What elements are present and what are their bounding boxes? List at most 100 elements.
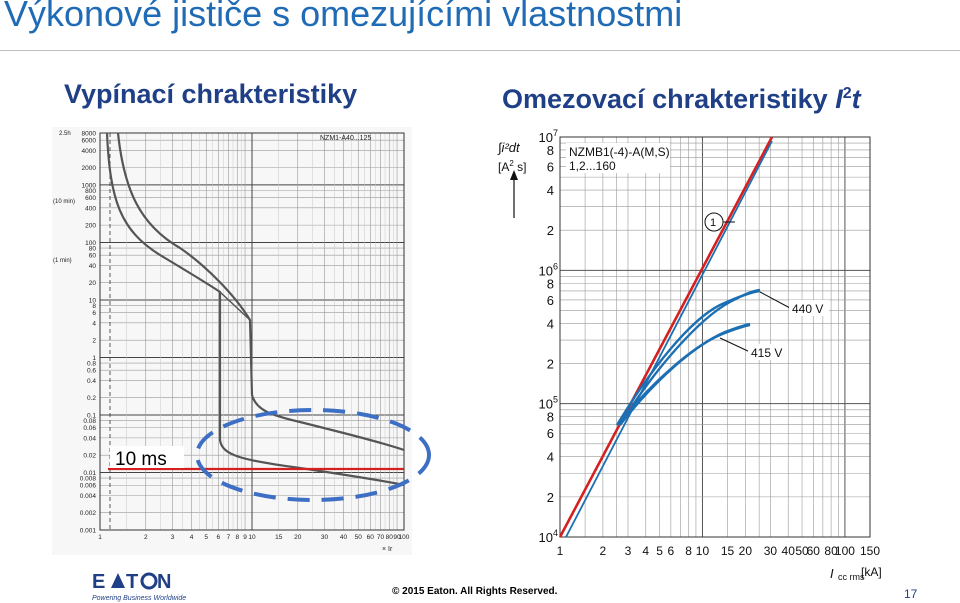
right-chart-x-unit: [kA]: [861, 565, 882, 579]
right-y-tick: 2: [547, 490, 554, 505]
right-y-tick: 6: [547, 426, 554, 441]
right-x-tick: 8: [685, 544, 692, 558]
left-y-tick: 4000: [82, 148, 97, 155]
right-x-tick: 2: [600, 544, 607, 558]
right-y-tick: 6: [547, 160, 554, 175]
right-y-tick: 107: [539, 128, 558, 145]
right-y-tick: 2: [547, 357, 554, 372]
left-chart-label-1min: (1 min): [53, 258, 72, 264]
right-chart-y-unit: [A: [498, 160, 509, 174]
left-y-tick: 0.006: [80, 483, 97, 490]
left-chart-background: [52, 127, 412, 555]
right-y-tick: 4: [547, 183, 554, 198]
right-y-tick: 4: [547, 450, 554, 465]
marker-circle-label: 1: [710, 217, 716, 229]
right-x-tick: 6: [668, 544, 675, 558]
eaton-logo-t: T: [126, 571, 138, 593]
right-y-tick: 104: [539, 528, 558, 545]
unlimited-energy-line-blue: [565, 140, 773, 538]
left-y-tick: 80: [89, 246, 97, 253]
right-chart-y-label-1: ∫i²dt: [497, 140, 521, 155]
right-y-tick: 8: [547, 276, 554, 291]
left-x-tick: 40: [340, 534, 348, 541]
right-subtitle-text: Omezovací chrakteristiky: [502, 84, 836, 114]
left-y-tick: 0.01: [83, 470, 96, 477]
left-y-tick: 20: [89, 280, 97, 287]
left-y-tick: 800: [85, 188, 96, 195]
left-x-tick: 7: [227, 534, 231, 541]
label-415v: 415 V: [751, 346, 782, 360]
left-y-tick: 6000: [82, 138, 97, 145]
curve-415v-b: [619, 322, 751, 426]
left-y-tick: 0.4: [87, 378, 96, 385]
eaton-logo: E T N Powering Business Worldwide: [92, 571, 186, 602]
left-x-tick: 2: [144, 534, 148, 541]
unlimited-energy-line: [558, 136, 774, 538]
eaton-logo-a: [111, 573, 125, 588]
right-chart-model-line1: NZMB1(-4)-A(M,S): [569, 145, 670, 159]
right-x-tick: 5: [656, 544, 663, 558]
right-plot-frame: [559, 136, 871, 538]
left-x-tick: 60: [367, 534, 375, 541]
right-x-tick: 100: [835, 544, 855, 558]
left-y-tick: 10: [89, 297, 97, 304]
right-x-tick: 20: [739, 544, 753, 558]
highlight-ellipse: [195, 408, 431, 502]
left-y-tick: 0.04: [83, 435, 96, 442]
right-x-tick: 10: [696, 544, 710, 558]
left-y-tick: 8: [92, 303, 96, 310]
left-chart-label-10min: (10 min): [53, 199, 75, 205]
left-y-tick: 0.6: [87, 368, 96, 375]
ten-ms-label-bg: [110, 446, 184, 468]
right-y-tick: 106: [539, 261, 558, 278]
left-y-tick: 2: [92, 338, 96, 345]
left-y-tick: 0.06: [83, 425, 96, 432]
left-y-tick: 0.002: [80, 510, 97, 517]
left-x-tick: 4: [190, 534, 194, 541]
eaton-logo-n: N: [157, 571, 171, 593]
left-x-tick: 70: [377, 534, 385, 541]
right-x-tick: 80: [824, 544, 838, 558]
right-x-tick: 4: [642, 544, 649, 558]
left-x-tick: 9: [243, 534, 247, 541]
right-chart-y-unit-sup: 2: [509, 159, 514, 168]
right-x-tick: 15: [721, 544, 735, 558]
left-y-tick: 8000: [82, 131, 97, 138]
right-y-tick: 4: [547, 316, 554, 331]
right-y-tick: 8: [547, 410, 554, 425]
left-x-tick: 90: [393, 534, 401, 541]
left-x-tick: 80: [386, 534, 394, 541]
left-y-tick: 200: [85, 223, 96, 230]
right-x-tick: 40: [782, 544, 796, 558]
left-y-tick: 2000: [82, 165, 97, 172]
right-chart-x-sub: cc rms: [838, 572, 865, 582]
right-x-tick: 60: [807, 544, 821, 558]
right-subtitle-sup: 2: [842, 85, 852, 102]
label-415v-bg: [748, 344, 788, 360]
left-y-tick: 60: [89, 253, 97, 260]
right-y-tick: 2: [547, 223, 554, 238]
leader-415v: [719, 337, 751, 353]
left-chart-model-label: NZM1-A40...125: [320, 135, 371, 142]
left-x-tick: 1: [98, 534, 102, 541]
left-subtitle: Vypínací chrakteristiky: [64, 79, 358, 109]
left-y-tick: 0.02: [83, 453, 96, 460]
right-x-tick: 3: [625, 544, 632, 558]
left-y-tick: 0.8: [87, 361, 96, 368]
right-y-tick: 8: [547, 143, 554, 158]
left-y-tick: 0.08: [83, 418, 96, 425]
right-x-tick: 30: [764, 544, 778, 558]
right-chart-y-label-2: [A2 s]: [498, 159, 526, 174]
left-chart-x-axis-label: × Ir: [382, 546, 393, 553]
slide-title: Výkonové jističe s omezujícími vlastnost…: [4, 0, 683, 34]
label-440v: 440 V: [792, 302, 823, 316]
right-chart-model-bg: [566, 143, 670, 173]
left-y-tick: 600: [85, 195, 96, 202]
left-y-tick: 40: [89, 263, 97, 270]
left-y-tick: 6: [92, 310, 96, 317]
left-y-tick: 0.001: [80, 528, 97, 535]
right-y-tick: 105: [539, 395, 558, 412]
